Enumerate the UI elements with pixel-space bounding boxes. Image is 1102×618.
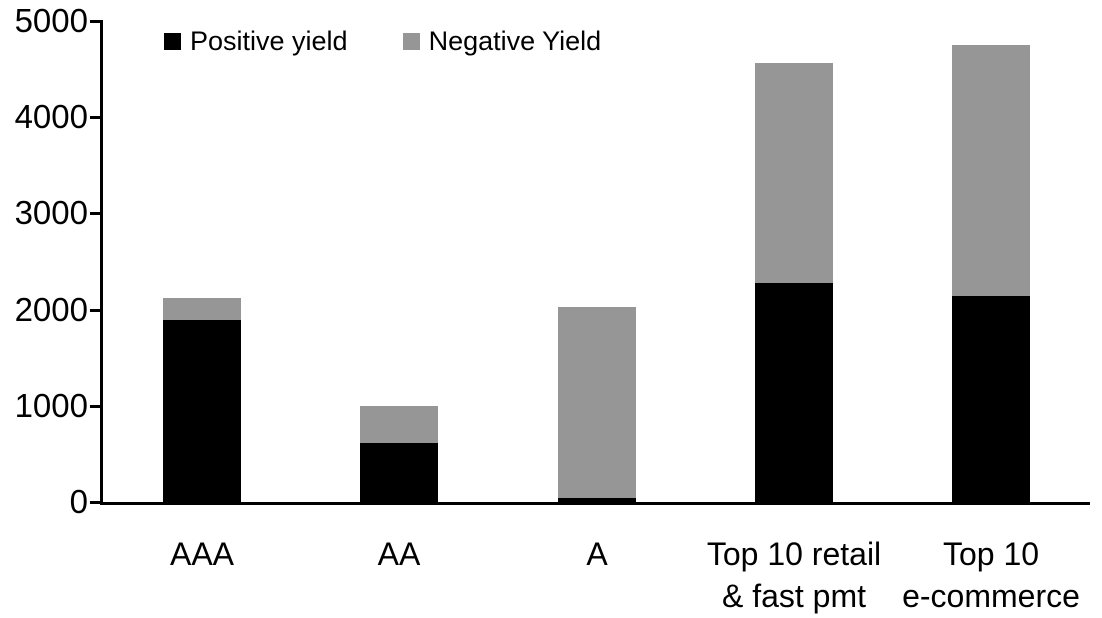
x-axis-line <box>100 502 1090 505</box>
legend-label: Negative Yield <box>428 25 602 56</box>
legend-item: Negative Yield <box>402 25 602 56</box>
x-axis-label: AA <box>377 536 421 572</box>
y-tick-label: 0 <box>69 483 88 520</box>
bar-segment-positive <box>163 320 241 502</box>
y-tick-label: 1000 <box>14 386 88 424</box>
bar-segment-negative <box>755 63 833 283</box>
y-tick-mark <box>90 308 101 312</box>
x-axis-label: Top 10 e-commerce <box>902 536 1080 614</box>
legend: Positive yield Negative Yield <box>164 24 601 58</box>
x-axis-label: AAA <box>169 536 235 572</box>
bar-segment-negative <box>558 306 636 499</box>
legend-swatch-icon <box>164 32 181 50</box>
legend-item: Positive yield <box>164 25 348 56</box>
y-tick-label: 2000 <box>14 290 88 328</box>
bar-segment-positive <box>952 296 1030 502</box>
bar-segment-positive <box>558 498 636 502</box>
bar-segment-positive <box>360 442 438 502</box>
x-axis-label: A <box>586 536 608 572</box>
y-tick-label: 4000 <box>14 98 88 136</box>
y-tick-mark <box>90 212 101 216</box>
y-tick-label: 5000 <box>14 2 88 39</box>
y-tick-mark <box>90 20 101 23</box>
bar-segment-positive <box>755 282 833 502</box>
y-axis-line <box>100 20 103 505</box>
y-tick-label: 3000 <box>14 194 88 232</box>
legend-label: Positive yield <box>190 25 348 56</box>
legend-swatch-icon <box>402 32 420 50</box>
y-tick-mark <box>90 116 101 120</box>
y-tick-mark <box>90 404 101 408</box>
y-tick-mark <box>90 501 101 504</box>
bar-segment-negative <box>360 405 438 443</box>
bar-segment-negative <box>952 45 1030 297</box>
bar-segment-negative <box>163 298 241 321</box>
x-axis-label: Top 10 retail & fast pmt <box>706 536 882 614</box>
